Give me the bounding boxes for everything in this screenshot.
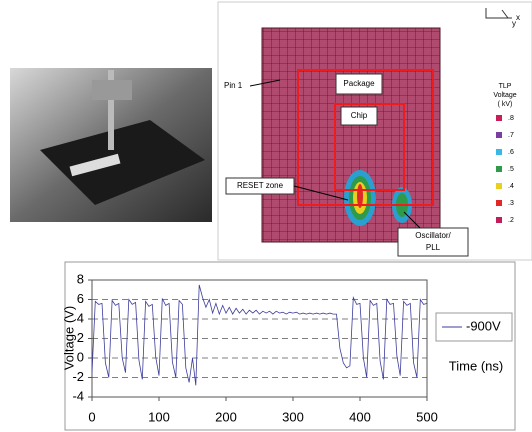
- y-tick-label: 6: [77, 291, 84, 306]
- legend-title: Voltage: [493, 92, 516, 99]
- legend-label: .7: [508, 132, 514, 139]
- x-tick-label: 400: [349, 409, 371, 424]
- x-tick-label: 300: [282, 409, 304, 424]
- axis-label: y: [512, 19, 516, 28]
- plot-area: [91, 279, 428, 398]
- data-line: [91, 284, 428, 386]
- axis-label: x: [516, 13, 520, 22]
- legend-label: .4: [508, 183, 514, 190]
- line-chart: Time (ns) Voltage (V) -4 -2 0 2 4 6 8 0 100 200 30…: [61, 271, 513, 424]
- oscillator-label: PLL: [426, 243, 441, 252]
- legend-swatch: [496, 200, 502, 206]
- pin-label: Pin 1: [224, 81, 243, 90]
- y-tick-label: -4: [72, 388, 84, 403]
- legend-label: .5: [508, 166, 514, 173]
- package-label: Package: [343, 79, 375, 88]
- y-tick-label: -2: [72, 369, 84, 384]
- reset-label: RESET zone: [237, 181, 284, 190]
- y-tick-label: 0: [77, 349, 84, 364]
- x-tick-label: 200: [215, 409, 237, 424]
- chip-label: Chip: [351, 111, 368, 120]
- legend-title: ( kV): [498, 101, 513, 108]
- heatmap-legend: .8 .7 .6 .5 .4 .3 .2: [496, 115, 514, 224]
- legend-swatch: [496, 166, 502, 172]
- photo: [10, 68, 212, 222]
- legend-swatch: [496, 217, 502, 223]
- legend-label: .3: [508, 200, 514, 207]
- legend-swatch: [496, 183, 502, 189]
- legend-title: TLP: [499, 83, 512, 90]
- legend-swatch: [496, 149, 502, 155]
- x-tick-label: 500: [416, 409, 438, 424]
- x-tick-label: 0: [88, 409, 95, 424]
- x-tick-label: 100: [148, 409, 170, 424]
- heatmap: x y Pin 1 Package Chip RESET zone Oscill…: [217, 1, 532, 261]
- y-axis-title: Voltage (V): [61, 306, 76, 370]
- x-axis-title: Time (ns): [449, 358, 503, 373]
- legend-label: .8: [508, 115, 514, 122]
- legend-label: .6: [508, 149, 514, 156]
- oscillator-label: Oscillator/: [415, 231, 451, 240]
- legend-swatch: [496, 132, 502, 138]
- y-tick-label: 4: [77, 310, 84, 325]
- legend-label: .2: [508, 217, 514, 224]
- legend-label: -900V: [466, 318, 501, 333]
- y-tick-label: 2: [77, 330, 84, 345]
- legend-swatch: [496, 115, 502, 121]
- chart-frame: [64, 261, 516, 431]
- y-tick-label: 8: [77, 271, 84, 286]
